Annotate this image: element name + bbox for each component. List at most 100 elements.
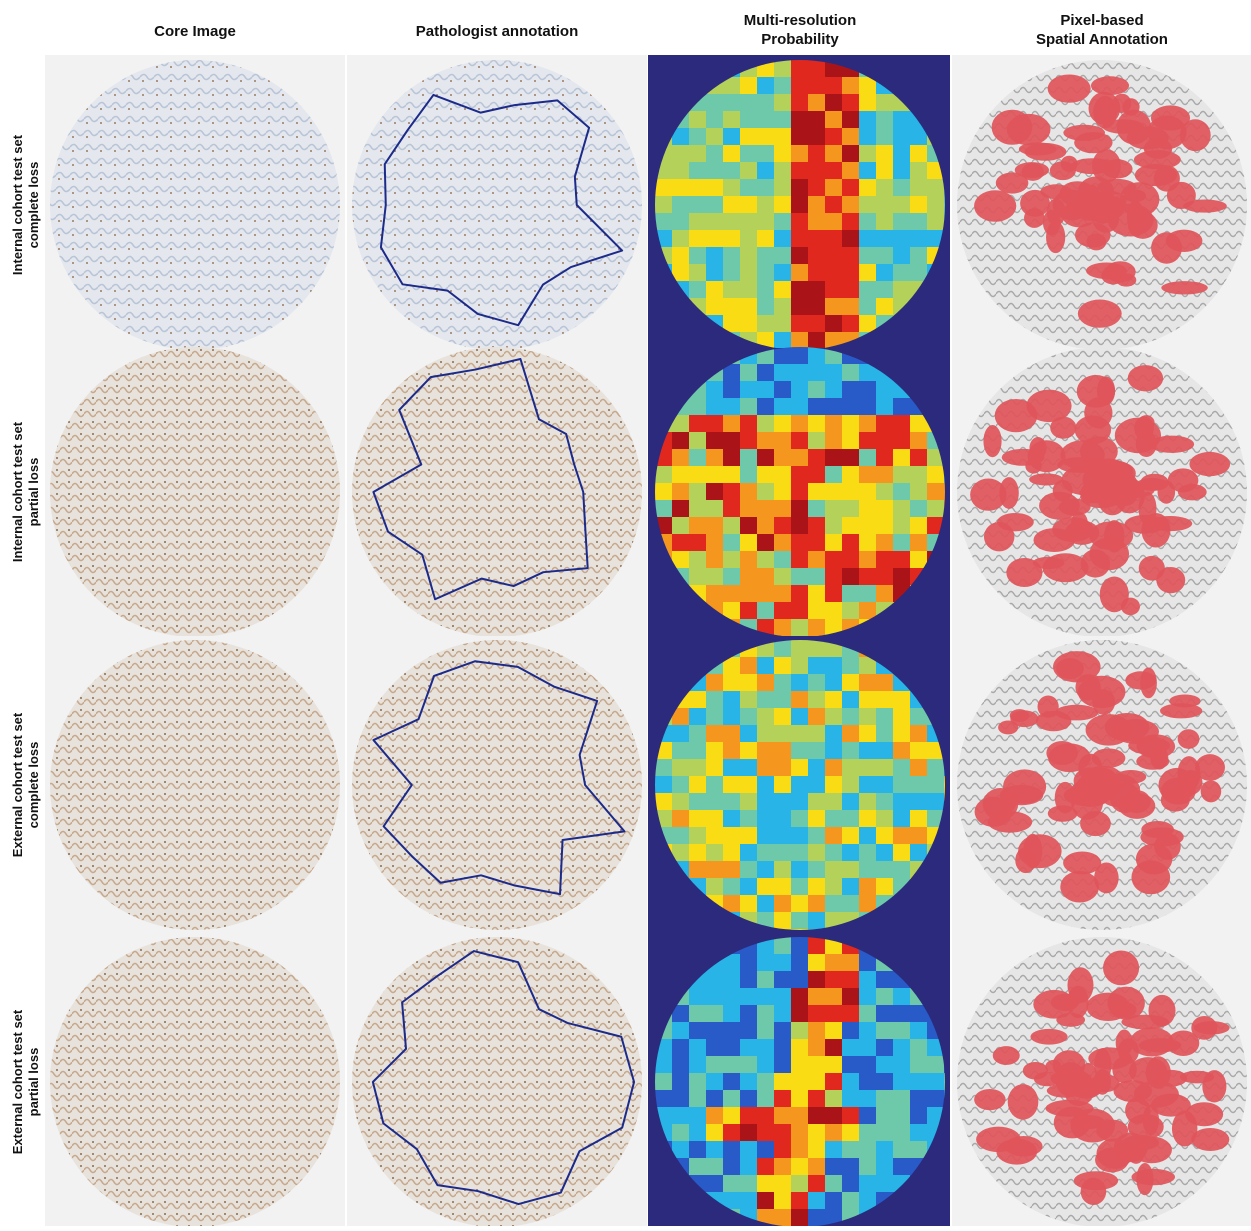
heatmap-cell [689,179,706,196]
red-region [1125,515,1165,534]
heatmap-cell [876,1158,893,1175]
panel [347,936,647,1226]
heatmap-cell [689,162,706,179]
heatmap-cell [774,657,791,674]
heatmap-cell [910,517,927,534]
heatmap-cell [791,1090,808,1107]
heatmap-cell [706,691,723,708]
heatmap-cell [859,759,876,776]
red-region [1025,458,1041,473]
heatmap-cell [689,264,706,281]
heatmap-cell [689,1107,706,1124]
panel [952,636,1251,936]
heatmap-cell [791,230,808,247]
heatmap-cell [808,1192,825,1209]
heatmap-cell [723,128,740,145]
heatmap-cell [672,759,689,776]
heatmap-cell [825,196,842,213]
heatmap-cell [706,1175,723,1192]
heatmap-cell [672,810,689,827]
row-label: complete loss [26,162,41,249]
heatmap-cell [791,500,808,517]
heatmap-cell [740,776,757,793]
heatmap-cell [910,179,927,196]
heatmap-cell [825,551,842,568]
heatmap-cell [825,861,842,878]
heatmap-cell [825,315,842,332]
red-region [1008,1084,1039,1119]
heatmap-cell [893,466,910,483]
heatmap-cell [825,398,842,415]
heatmap-cell [876,708,893,725]
heatmap-cell [808,534,825,551]
heatmap-cell [859,213,876,230]
heatmap-cell [757,230,774,247]
heatmap-cell [876,230,893,247]
heatmap-cell [859,895,876,912]
heatmap-cell [774,810,791,827]
tissue-core [50,937,340,1226]
heatmap-cell [893,776,910,793]
heatmap-cell [706,230,723,247]
red-region [1154,1070,1187,1087]
red-region [984,522,1014,551]
heatmap-cell [740,827,757,844]
heatmap-cell [842,298,859,315]
heatmap-cell [825,793,842,810]
heatmap-cell [808,179,825,196]
heatmap-cell [740,483,757,500]
red-region [1167,182,1196,209]
heatmap-cell [740,657,757,674]
heatmap-cell [791,364,808,381]
heatmap-cell [893,810,910,827]
heatmap-cell [774,1209,791,1226]
heatmap-cell [774,1141,791,1158]
heatmap-cell [757,111,774,128]
heatmap-cell [791,315,808,332]
header-line: Core Image [154,23,236,40]
heatmap-cell [757,988,774,1005]
heatmap-cell [808,398,825,415]
heatmap-cell [808,264,825,281]
heatmap-cell [842,1039,859,1056]
heatmap-cell [808,759,825,776]
heatmap-cell [808,111,825,128]
heatmap-cell [842,364,859,381]
heatmap-cell [723,264,740,281]
heatmap-cell [706,1090,723,1107]
heatmap-cell [740,551,757,568]
heatmap-cell [723,381,740,398]
heatmap-cell [774,708,791,725]
heatmap-cell [757,364,774,381]
heatmap-cell [808,937,825,954]
red-region [1136,1163,1153,1195]
heatmap-cell [740,111,757,128]
heatmap-cell [757,381,774,398]
heatmap-cell [672,449,689,466]
heatmap-cell [842,111,859,128]
heatmap-cell [689,793,706,810]
heatmap-cell [757,674,774,691]
heatmap-cell [740,517,757,534]
heatmap-cell [825,449,842,466]
heatmap-cell [740,298,757,315]
heatmap-cell [808,954,825,971]
heatmap-cell [825,1073,842,1090]
red-region [1201,780,1222,802]
heatmap-cell [723,759,740,776]
heatmap-cell [808,912,825,929]
heatmap-cell [655,196,672,213]
heatmap-cell [910,1039,927,1056]
heatmap-cell [774,1124,791,1141]
heatmap-cell [757,281,774,298]
heatmap-cell [791,1022,808,1039]
heatmap-cell [842,759,859,776]
heatmap-cell [757,861,774,878]
heatmap-cell [842,213,859,230]
heatmap-cell [859,381,876,398]
heatmap-cell [825,128,842,145]
heatmap-cell [774,895,791,912]
heatmap-cell [859,568,876,585]
heatmap-cell [723,551,740,568]
heatmap-cell [723,585,740,602]
